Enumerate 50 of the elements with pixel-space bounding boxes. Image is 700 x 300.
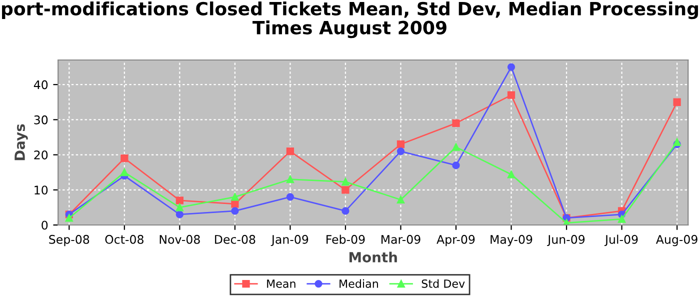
point [342,186,350,194]
x-tick-label: Apr-09 [436,234,475,246]
point [342,207,350,215]
point [396,147,405,156]
x-tick-label: Dec-08 [215,234,256,244]
chart-title: port-modifications Closed Tickets Mean, Std Dev, Median Processing Times August 2009 [2,2,698,38]
point [176,210,184,218]
point [231,193,239,201]
x-tick-label: Sep-08 [49,234,90,246]
x-tick-label: Feb-09 [326,234,365,244]
point [396,196,405,204]
point [286,193,294,201]
legend-label: Median [340,279,378,288]
point [120,168,128,176]
x-tick-label: Mar-09 [381,234,420,244]
x-tick-label: Oct-08 [105,234,144,244]
legend-label: Mean [267,280,296,288]
point [231,200,239,208]
x-tick-label: Jan-09 [270,234,308,246]
point [673,138,681,146]
x-tick-label: Jun-09 [547,234,585,246]
point [618,215,626,223]
point [452,143,460,151]
point [673,98,681,106]
point [452,119,460,128]
point [176,196,184,204]
y-tick-label: 10 [34,186,48,195]
point [507,170,516,178]
point [507,63,516,71]
point [231,207,239,215]
x-tick-label: Aug-09 [656,234,698,246]
x-tick-label: Nov-08 [160,234,200,244]
x-axis-title: Month [349,252,397,262]
point [65,214,73,222]
point [342,178,350,186]
point [396,140,405,148]
legend-label: Std Dev [422,279,465,288]
y-tick-label: 20 [34,150,48,160]
x-tick-label: May-09 [490,234,532,246]
y-tick-label: 40 [34,80,48,90]
y-axis-title: Days [14,124,28,160]
point [452,162,460,170]
point [286,176,294,184]
point [507,91,516,99]
y-tick-label: 30 [34,115,48,124]
point [286,147,294,156]
y-tick-label: 0 [42,220,48,230]
point [120,154,128,162]
point [176,204,184,212]
x-tick-label: Jul-09 [604,234,638,246]
